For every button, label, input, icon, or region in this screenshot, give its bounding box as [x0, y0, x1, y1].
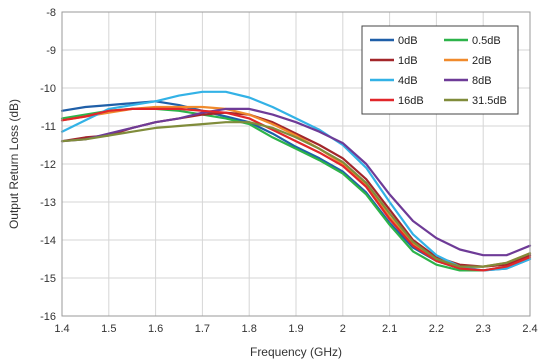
y-axis-ticks: -16 -15 -14 -13 -12 -11 -10 -9 -8: [40, 7, 56, 323]
x-tick-label: 2.2: [429, 323, 444, 335]
y-tick-label: -13: [40, 197, 56, 209]
x-tick-label: 2: [340, 323, 346, 335]
legend-label: 1dB: [398, 55, 418, 67]
legend-label: 2dB: [472, 55, 492, 67]
x-tick-label: 2.3: [476, 323, 491, 335]
y-axis-title: Output Return Loss (dB): [7, 99, 21, 229]
legend-label: 8dB: [472, 75, 492, 87]
y-tick-label: -15: [40, 273, 56, 285]
plot-frame: [61, 11, 531, 317]
x-tick-label: 1.5: [101, 323, 116, 335]
series-line-31p5db: [60, 121, 532, 268]
x-tick-label: 1.7: [195, 323, 210, 335]
x-tick-label: 1.6: [148, 323, 163, 335]
series-line-16db: [60, 107, 532, 272]
legend: 0dB 0.5dB 1dB 2dB 4dB 8dB 16dB 31.5dB: [361, 25, 519, 115]
x-tick-label: 1.8: [242, 323, 257, 335]
y-tick-label: -14: [40, 235, 56, 247]
y-tick-label: -9: [46, 45, 56, 57]
series-line-4db: [60, 90, 532, 272]
legend-label: 16dB: [398, 95, 424, 107]
y-tick-label: -16: [40, 311, 56, 323]
x-tick-label: 1.4: [54, 323, 69, 335]
x-tick-label: 2.4: [522, 323, 537, 335]
legend-label: 0dB: [398, 35, 418, 47]
x-tick-label: 2.1: [382, 323, 397, 335]
x-tick-label: 1.9: [288, 323, 303, 335]
series-lines: [60, 90, 532, 272]
series-line-8db: [60, 107, 532, 257]
legend-label: 0.5dB: [472, 35, 501, 47]
y-tick-label: -10: [40, 83, 56, 95]
legend-label: 31.5dB: [472, 95, 507, 107]
legend-label: 4dB: [398, 75, 418, 87]
y-tick-label: -8: [46, 7, 56, 19]
y-tick-label: -12: [40, 159, 56, 171]
y-tick-label: -11: [41, 121, 56, 133]
x-axis-ticks: 1.4 1.5 1.6 1.7 1.8 1.9 2 2.1 2.2 2.3 2.4: [54, 323, 537, 335]
x-axis-title: Frequency (GHz): [250, 345, 342, 359]
